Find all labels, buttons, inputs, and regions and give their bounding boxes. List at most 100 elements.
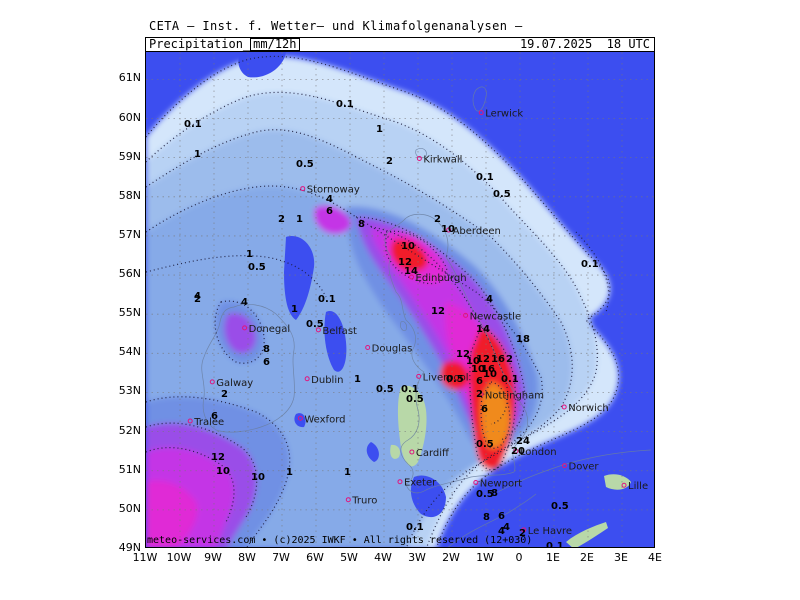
city-dot	[304, 376, 310, 382]
land-area	[397, 385, 427, 467]
city-label: Edinburgh	[416, 273, 467, 284]
city-dot	[521, 527, 527, 533]
chart-title: CETA – Inst. f. Wetter– und Klimafolgena…	[149, 19, 523, 33]
contour-value-label: 8	[263, 344, 270, 355]
city-marker: Wexford	[297, 414, 345, 425]
contour-value-label: 14	[476, 324, 490, 335]
lon-tick-label: 11W	[132, 551, 158, 564]
contour-isolines	[146, 55, 620, 547]
contour-value-label: 8	[491, 488, 498, 499]
contour-value-label: 0.5	[376, 384, 394, 395]
contour-value-label: 1	[246, 249, 253, 260]
contour-value-label: 12	[431, 306, 445, 317]
lon-tick-label: 0	[515, 551, 523, 564]
contour-value-label: 0.1	[501, 374, 519, 385]
lat-lon-grid	[146, 52, 654, 547]
contour-value-label: 0.5	[493, 189, 511, 200]
contour-value-label: 6	[211, 411, 218, 422]
isoline	[480, 381, 511, 449]
contour-value-label: 0.1	[476, 172, 494, 183]
lat-tick-label: 50N	[118, 501, 141, 515]
lat-tick-label: 58N	[118, 188, 141, 202]
contour-value-label: 2	[476, 389, 483, 400]
city-marker: Lerwick	[478, 109, 523, 120]
contour-value-label: 2	[221, 389, 228, 400]
precip-zone-8	[314, 205, 351, 234]
contour-value-label: 0.5	[306, 319, 324, 330]
city-label: Tralee	[193, 417, 224, 428]
contour-value-label: 0.5	[406, 394, 424, 405]
land-area	[566, 522, 608, 547]
city-label: Donegal	[249, 324, 291, 335]
city-label: Lerwick	[485, 109, 523, 120]
contour-value-label: 1	[344, 467, 351, 478]
lat-tick-label: 57N	[118, 227, 141, 241]
parameter-name: Precipitation	[149, 37, 243, 51]
isoline	[214, 300, 265, 364]
city-dot	[297, 415, 303, 421]
lat-tick-label: 59N	[118, 149, 141, 163]
contour-value-label: 20	[511, 446, 525, 457]
contour-value-label: 4	[326, 194, 333, 205]
no-rain-pockets	[238, 52, 446, 518]
isoline	[385, 230, 448, 285]
city-dot	[209, 379, 215, 385]
city-marker: Donegal	[242, 324, 291, 335]
contour-value-label: 1	[296, 214, 303, 225]
city-label: Douglas	[372, 343, 413, 354]
contour-value-label: 8	[358, 219, 365, 230]
city-dot	[365, 344, 371, 350]
contour-value-label: 1	[286, 467, 293, 478]
precip-zone-6	[224, 313, 256, 354]
city-label: Exeter	[404, 478, 437, 489]
lon-tick-label: 9W	[204, 551, 222, 564]
city-marker: Belfast	[315, 326, 357, 337]
city-label: Aberdeen	[453, 226, 501, 237]
contour-value-label: 1	[291, 304, 298, 315]
city-marker: Tralee	[187, 417, 224, 428]
city-marker: Le Havre	[521, 526, 572, 537]
city-marker: Dover	[562, 462, 600, 473]
contour-value-label: 10	[471, 364, 485, 375]
lon-tick-label: 4E	[648, 551, 662, 564]
city-marker: Kirkwall	[416, 154, 462, 165]
contour-value-label: 0.5	[446, 374, 464, 385]
city-label: Stornoway	[307, 185, 360, 196]
contour-value-label: 4	[498, 526, 505, 537]
lat-tick-label: 53N	[118, 384, 141, 398]
contour-value-label: 16	[491, 354, 505, 365]
isoline	[355, 216, 526, 441]
isoline	[146, 447, 235, 523]
city-dot	[416, 155, 422, 161]
isoline	[146, 129, 573, 547]
contour-value-label: 12	[456, 349, 470, 360]
contour-value-label: 6	[326, 206, 333, 217]
contour-value-label: 10	[251, 472, 265, 483]
city-label: Newcastle	[470, 311, 521, 322]
precip-zone-16	[440, 360, 469, 390]
city-label: Dover	[569, 462, 600, 473]
precipitation-map: Lerwick Kirkwall Stornoway Aberdeen Edinburg…	[146, 52, 654, 547]
city-marker: Exeter	[397, 478, 437, 489]
contour-value-label: 0.1	[318, 294, 336, 305]
coastline-britain	[384, 213, 529, 494]
contour-value-label: 0.1	[401, 384, 419, 395]
contour-value-label: 12	[476, 354, 490, 365]
city-marker: Dublin	[304, 375, 343, 386]
city-marker: Norwich	[561, 403, 609, 414]
contour-value-label: 0.5	[551, 501, 569, 512]
contour-value-label: 24	[516, 436, 530, 447]
city-marker: London	[513, 447, 557, 458]
unit-box: mm/12h	[250, 38, 300, 51]
contour-value-label: 1	[194, 149, 201, 160]
contour-value-label: 4	[486, 294, 493, 305]
contour-value-label: 0.1	[406, 522, 424, 533]
contour-value-label: 8	[483, 512, 490, 523]
map-panel[interactable]: Lerwick Kirkwall Stornoway Aberdeen Edinburg…	[145, 51, 655, 548]
contour-value-label: 12	[398, 257, 412, 268]
city-dot	[187, 418, 193, 424]
city-label: London	[520, 447, 557, 458]
city-marker: Nottingham	[478, 390, 544, 401]
coastline-ireland	[201, 304, 295, 433]
